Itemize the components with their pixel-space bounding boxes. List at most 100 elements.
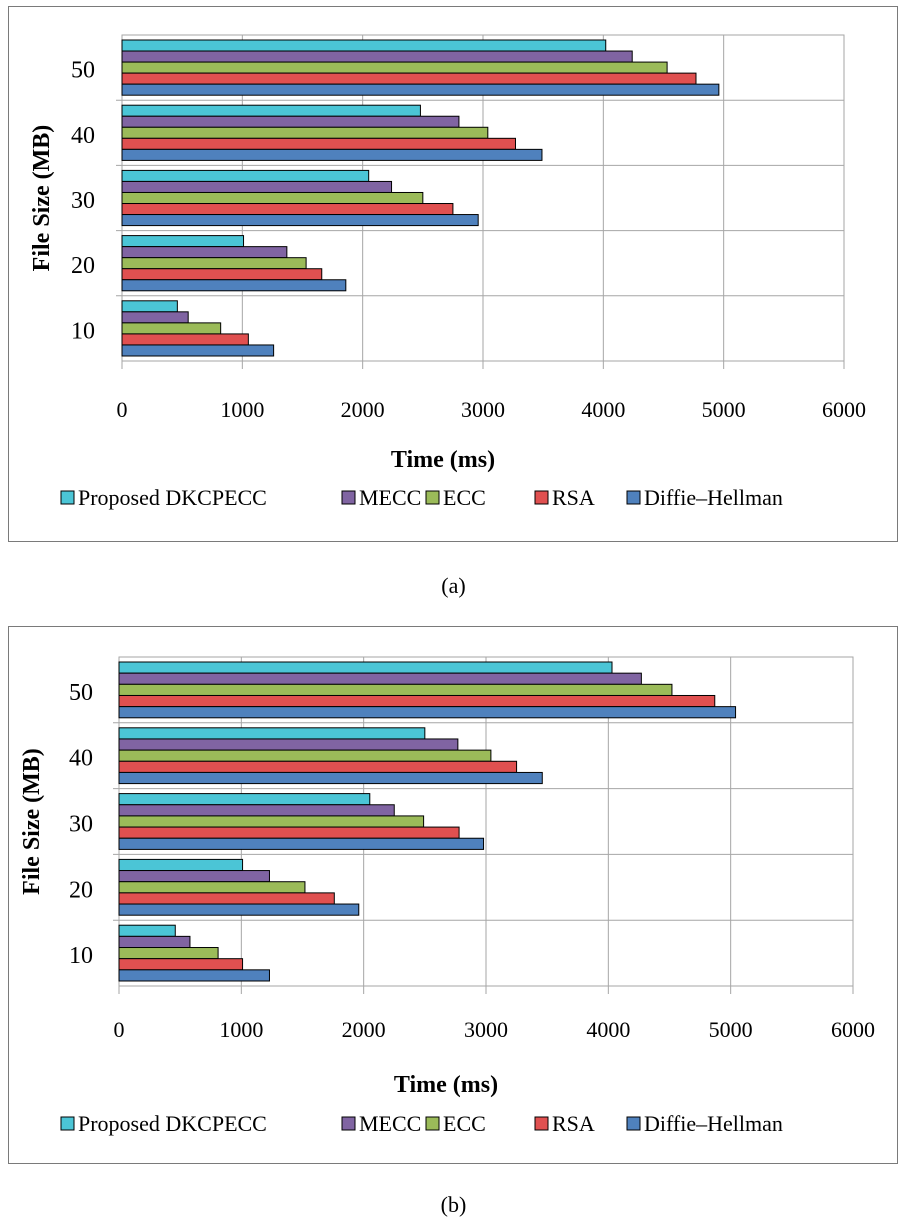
bar-diffie–hellman-40 [118,771,543,785]
legend-label: ECC [443,1111,486,1136]
bar-proposed-20 [118,858,244,872]
bar-rsa-50 [118,694,716,708]
bar-rsa-10 [121,333,249,346]
bar-rsa-30 [118,826,460,839]
bar-diffie–hellman-40 [121,148,543,161]
x-tick-label: 0 [114,1017,125,1042]
bar-rsa-20 [118,892,335,905]
bar-proposed-40 [121,104,421,117]
y-axis-title: File Size (MB) [29,125,55,272]
bar-proposed-50 [118,661,613,674]
bar-ecc-50 [121,61,668,74]
x-tick-label: 2000 [342,1017,386,1042]
bar-diffie–hellman-20 [118,903,360,916]
y-category-label: 20 [71,253,95,279]
bar-rsa-40 [121,137,516,150]
legend-label: Diffie–Hellman [644,485,783,510]
y-category-label: 30 [71,188,95,214]
x-tick-label: 0 [117,397,128,422]
legend-label: Proposed DKCPECC [78,485,267,510]
bar-mecc-30 [121,180,393,193]
bar-mecc-50 [121,50,633,63]
bar-rsa-30 [121,203,454,216]
x-tick-label: 5000 [709,1017,753,1042]
x-tick-label: 2000 [341,397,385,422]
chart-panel-a: 0 1000 2000 3000 4000 5000 6000 10 20 30 40 50 Time … [8,6,898,542]
bar-diffie–hellman-50 [118,706,737,719]
bar-mecc-40 [121,115,460,128]
legend-label: RSA [552,485,595,510]
y-axis-title: File Size (MB) [19,748,45,895]
bar-diffie–hellman-50 [121,83,720,96]
legend-label: Diffie–Hellman [644,1111,783,1136]
bar-diffie–hellman-30 [121,214,479,227]
legend-swatch [425,1116,440,1131]
legend-label: Proposed DKCPECC [78,1111,267,1136]
chart-panel-b: 0 1000 2000 3000 4000 5000 6000 10 20 30 40 50 Time … [8,626,898,1164]
x-axis-title: Time (ms) [391,447,495,473]
legend-label: MECC [359,485,421,510]
x-axis-title: Time (ms) [394,1072,498,1098]
legend-label: ECC [443,485,486,510]
x-tick-label: 3000 [464,1017,508,1042]
x-tick-label: 1000 [219,1017,263,1042]
bar-ecc-20 [118,881,306,894]
bar-diffie–hellman-20 [121,279,347,292]
bar-proposed-10 [121,300,178,313]
y-category-label: 40 [71,123,95,149]
legend-swatch [534,490,549,505]
bar-ecc-10 [121,322,222,335]
bar-mecc-30 [118,804,395,817]
legend-swatch [60,1116,75,1131]
legend-swatch [60,490,75,505]
y-category-label: 30 [69,812,93,838]
bar-proposed-30 [118,793,371,806]
y-category-label: 10 [71,318,95,344]
x-tick-label: 4000 [581,397,625,422]
x-tick-label: 4000 [586,1017,630,1042]
y-category-label: 50 [69,680,93,706]
bar-rsa-50 [121,72,697,85]
legend-label: MECC [359,1111,421,1136]
legend-swatch [341,490,356,505]
bar-mecc-20 [121,246,288,259]
bar-rsa-10 [118,958,244,971]
bar-rsa-20 [121,268,323,281]
bar-ecc-30 [121,191,424,205]
bar-diffie–hellman-30 [118,837,485,850]
bar-ecc-20 [121,257,307,270]
y-category-label: 10 [69,943,93,969]
y-category-label: 20 [69,877,93,903]
legend-swatch [425,490,440,505]
bar-proposed-50 [121,39,607,52]
x-tick-label: 1000 [220,397,264,422]
legend-swatch [626,490,641,505]
bar-ecc-40 [121,126,489,139]
bar-proposed-30 [121,169,370,182]
bar-mecc-10 [118,935,191,949]
x-tick-label: 6000 [831,1017,875,1042]
bar-ecc-50 [118,683,673,696]
chart-a: 0 1000 2000 3000 4000 5000 6000 10 20 30 40 50 Time … [29,34,866,510]
chart-b: 0 1000 2000 3000 4000 5000 6000 10 20 30 40 50 Time … [19,656,875,1136]
x-tick-label: 6000 [822,397,866,422]
bar-proposed-20 [121,235,245,248]
bar-proposed-10 [118,924,176,937]
bar-diffie–hellman-10 [118,969,270,982]
legend-swatch [341,1116,356,1131]
bar-ecc-40 [118,749,492,762]
bar-diffie–hellman-10 [121,344,275,357]
bar-proposed-40 [118,727,426,740]
bar-mecc-50 [118,672,642,685]
y-category-label: 50 [71,58,95,84]
bar-ecc-30 [118,815,425,828]
legend-swatch [534,1116,549,1131]
bar-ecc-10 [118,947,219,960]
y-category-label: 40 [69,746,93,772]
x-tick-label: 3000 [461,397,505,422]
bar-mecc-10 [121,311,189,324]
bar-mecc-40 [118,738,459,751]
bar-rsa-40 [118,760,518,773]
legend-label: RSA [552,1111,595,1136]
x-tick-label: 5000 [702,397,746,422]
